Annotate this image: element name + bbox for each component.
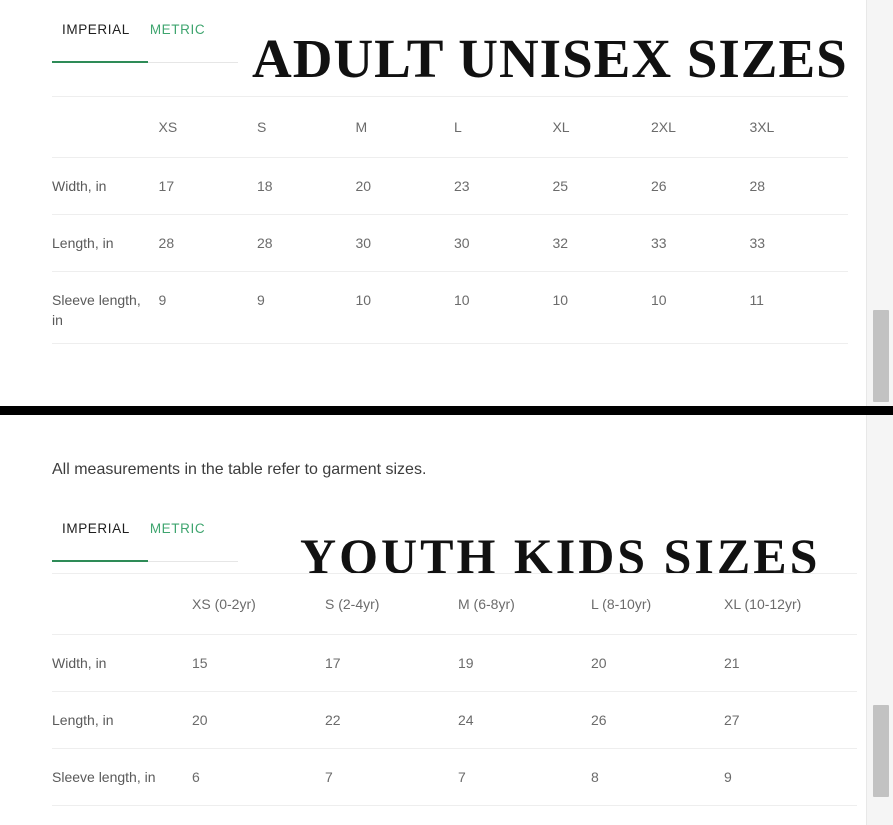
youth-width-xl: 21 <box>724 634 857 692</box>
adult-sleeve-l: 10 <box>453 271 553 344</box>
adult-width-l: 23 <box>453 157 553 215</box>
tab-imperial-adult[interactable]: IMPERIAL <box>52 14 140 37</box>
adult-col-header-m: M <box>355 96 454 158</box>
adult-panel-scrollbar[interactable] <box>866 0 893 406</box>
youth-header-band: IMPERIAL METRIC YOUTH KIDS SIZES <box>0 513 866 583</box>
adult-length-s: 28 <box>257 214 356 272</box>
adult-size-table: XS S M L XL 2XL 3XL Width, in 17 18 20 2… <box>52 96 848 344</box>
youth-row-label-width: Width, in <box>52 634 192 692</box>
youth-sizes-panel: All measurements in the table refer to g… <box>0 415 866 825</box>
adult-scrollbar-thumb[interactable] <box>873 310 889 402</box>
youth-width-xs: 15 <box>192 634 325 692</box>
adult-col-header-3xl: 3XL <box>749 96 848 158</box>
section-divider <box>0 406 893 415</box>
youth-sleeve-l: 8 <box>591 748 724 806</box>
table-row: Sleeve length, in 6 7 7 8 9 <box>52 748 857 806</box>
adult-sleeve-3xl: 11 <box>749 271 848 344</box>
adult-sizes-panel: — IMPERIAL METRIC ADULT UNISEX SIZES XS … <box>0 0 866 406</box>
adult-sleeve-s: 9 <box>257 271 356 344</box>
adult-width-3xl: 28 <box>749 157 848 215</box>
adult-tab-underline-active <box>52 61 148 63</box>
adult-col-header-xl: XL <box>552 96 651 158</box>
table-row: Length, in 28 28 30 30 32 33 33 <box>52 214 848 272</box>
adult-width-m: 20 <box>355 157 454 215</box>
adult-sleeve-2xl: 10 <box>650 271 750 344</box>
tab-metric-adult[interactable]: METRIC <box>140 14 215 37</box>
adult-row-label-width: Width, in <box>52 157 159 215</box>
youth-scrollbar-thumb[interactable] <box>873 705 889 797</box>
adult-corner-header <box>52 96 159 158</box>
youth-col-header-xs: XS (0-2yr) <box>192 573 325 635</box>
adult-header-band: IMPERIAL METRIC ADULT UNISEX SIZES <box>0 14 866 88</box>
adult-width-xl: 25 <box>552 157 651 215</box>
youth-sleeve-m: 7 <box>458 748 591 806</box>
youth-length-s: 22 <box>325 691 458 749</box>
adult-width-xs: 17 <box>158 157 258 215</box>
adult-col-header-2xl: 2XL <box>650 96 750 158</box>
youth-width-l: 20 <box>591 634 724 692</box>
adult-length-xs: 28 <box>158 214 258 272</box>
adult-length-3xl: 33 <box>749 214 848 272</box>
adult-row-label-length: Length, in <box>52 214 159 272</box>
adult-col-header-xs: XS <box>158 96 258 158</box>
youth-tab-underline-active <box>52 560 148 562</box>
adult-table-header-row: XS S M L XL 2XL 3XL <box>52 96 848 158</box>
youth-length-xl: 27 <box>724 691 857 749</box>
tab-imperial-youth[interactable]: IMPERIAL <box>52 513 140 536</box>
youth-sleeve-xl: 9 <box>724 748 857 806</box>
table-row: Sleeve length, in 9 9 10 10 10 10 11 <box>52 271 848 344</box>
youth-width-m: 19 <box>458 634 591 692</box>
adult-sleeve-m: 10 <box>355 271 454 344</box>
measurements-note: All measurements in the table refer to g… <box>52 461 427 478</box>
youth-corner-header <box>52 573 192 635</box>
youth-panel-scrollbar[interactable] <box>866 415 893 825</box>
youth-length-m: 24 <box>458 691 591 749</box>
table-row: Length, in 20 22 24 26 27 <box>52 691 857 749</box>
youth-length-l: 26 <box>591 691 724 749</box>
tab-metric-youth[interactable]: METRIC <box>140 513 215 536</box>
adult-sleeve-xl: 10 <box>552 271 651 344</box>
adult-width-s: 18 <box>257 157 356 215</box>
adult-col-header-l: L <box>453 96 553 158</box>
youth-table-header-row: XS (0-2yr) S (2-4yr) M (6-8yr) L (8-10yr… <box>52 573 857 635</box>
adult-sizes-title: ADULT UNISEX SIZES <box>252 28 848 89</box>
youth-width-s: 17 <box>325 634 458 692</box>
clipped-top-text: — <box>52 0 832 6</box>
youth-unit-tabs: IMPERIAL METRIC <box>52 513 215 561</box>
adult-length-2xl: 33 <box>650 214 750 272</box>
adult-width-2xl: 26 <box>650 157 750 215</box>
youth-col-header-xl: XL (10-12yr) <box>724 573 857 635</box>
table-row: Width, in 15 17 19 20 21 <box>52 634 857 692</box>
table-row: Width, in 17 18 20 23 25 26 28 <box>52 157 848 215</box>
adult-unit-tabs: IMPERIAL METRIC <box>52 14 215 62</box>
youth-col-header-m: M (6-8yr) <box>458 573 591 635</box>
adult-col-header-s: S <box>257 96 356 158</box>
youth-size-table: XS (0-2yr) S (2-4yr) M (6-8yr) L (8-10yr… <box>52 573 857 806</box>
adult-length-l: 30 <box>453 214 553 272</box>
adult-length-m: 30 <box>355 214 454 272</box>
youth-sleeve-s: 7 <box>325 748 458 806</box>
youth-row-label-sleeve: Sleeve length, in <box>52 748 192 806</box>
adult-row-label-sleeve: Sleeve length, in <box>52 271 159 344</box>
adult-length-xl: 32 <box>552 214 651 272</box>
youth-row-label-length: Length, in <box>52 691 192 749</box>
youth-length-xs: 20 <box>192 691 325 749</box>
adult-sleeve-xs: 9 <box>158 271 258 344</box>
youth-col-header-l: L (8-10yr) <box>591 573 724 635</box>
youth-col-header-s: S (2-4yr) <box>325 573 458 635</box>
youth-sleeve-xs: 6 <box>192 748 325 806</box>
